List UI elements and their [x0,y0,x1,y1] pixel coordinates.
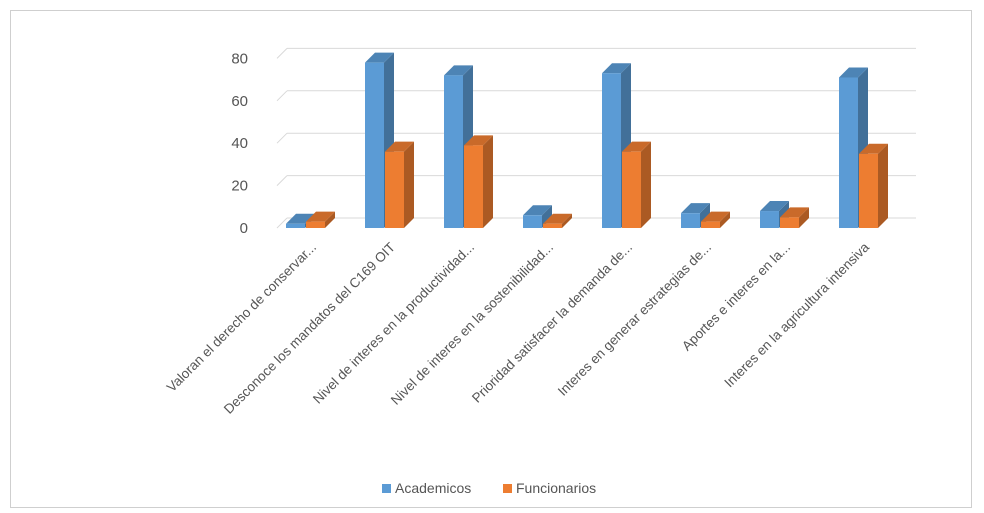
bar-top [760,201,789,212]
legend: Academicos Funcionarios [382,480,596,496]
bar-top [622,141,651,152]
x-tick-label: Prioridad satisfacer la demanda de... [469,240,635,406]
bar-side [562,213,572,228]
bar-front [306,221,325,228]
bar-front [385,151,404,228]
bar-top [306,211,335,222]
x-tick-label: Interes en generar estrategias de... [555,240,714,399]
bar [543,213,572,228]
bar-top [681,203,710,214]
legend-swatch [503,484,512,493]
bar-top [365,52,394,63]
y-tick-label: 0 [240,220,248,237]
bar [780,207,809,228]
legend-item: Academicos [382,480,471,496]
bar-front [286,223,305,228]
x-tick-label: Nivel de interes en la sostenibilidad... [388,240,556,408]
bar-front [780,217,799,228]
gridline-depth [276,90,288,102]
chart-frame [10,10,972,508]
bar [701,211,730,228]
bar-front [365,62,384,228]
bar-top [602,63,631,74]
bar-side [483,135,493,228]
bar-front [622,151,641,228]
gridline-depth [276,175,288,186]
y-tick-label: 40 [231,135,248,152]
bar-top [780,207,809,218]
bar-front [839,77,858,228]
bars [286,52,888,229]
x-tick-label: Interes en la agricultura intensiva [721,239,872,390]
bar [622,141,651,228]
y-tick-label: 20 [231,178,248,195]
bar [385,141,414,228]
bar-top [444,65,473,76]
y-axis-ticks: 0 20 40 60 80 [231,50,248,237]
bar-front [602,73,621,229]
gridline-depth [276,217,288,229]
legend-label: Academicos [395,480,471,496]
bar-top [839,67,868,78]
bar-front [859,153,878,228]
bar-front [543,223,562,228]
bar-front [523,215,542,228]
bar-top [701,211,730,222]
bar-top [523,205,552,216]
x-tick-label: Valoran el derecho de conservar... [164,240,319,395]
legend-swatch [382,484,391,493]
bar-top [859,143,888,154]
bar-front [701,221,720,228]
y-tick-label: 60 [231,93,248,110]
bar-top [385,141,414,152]
legend-label: Funcionarios [516,480,596,496]
bar-top [543,213,572,224]
bar [859,143,888,228]
bar-side [799,207,809,228]
bar-front [444,75,463,228]
bar-front [464,145,483,228]
legend-item: Funcionarios [503,480,596,496]
bar-side [641,141,651,228]
bar-top [464,135,493,146]
bar-front [760,211,779,228]
gridline-depth [276,132,288,144]
x-tick-label: Nivel de interes en la productividad... [310,240,477,407]
bar-front [681,213,700,228]
bar [464,135,493,228]
bar [306,211,335,228]
x-tick-label: Desconoce los mandatos del C169 OIT [221,240,398,417]
y-tick-label: 80 [231,50,248,67]
x-axis-labels: Valoran el derecho de conservar...Descon… [164,239,873,417]
bar-side [325,211,335,228]
gridline-depth [276,48,288,59]
bar-top [286,213,315,224]
bar-side [878,143,888,228]
bar-side [404,141,414,228]
bar-side [720,211,730,228]
